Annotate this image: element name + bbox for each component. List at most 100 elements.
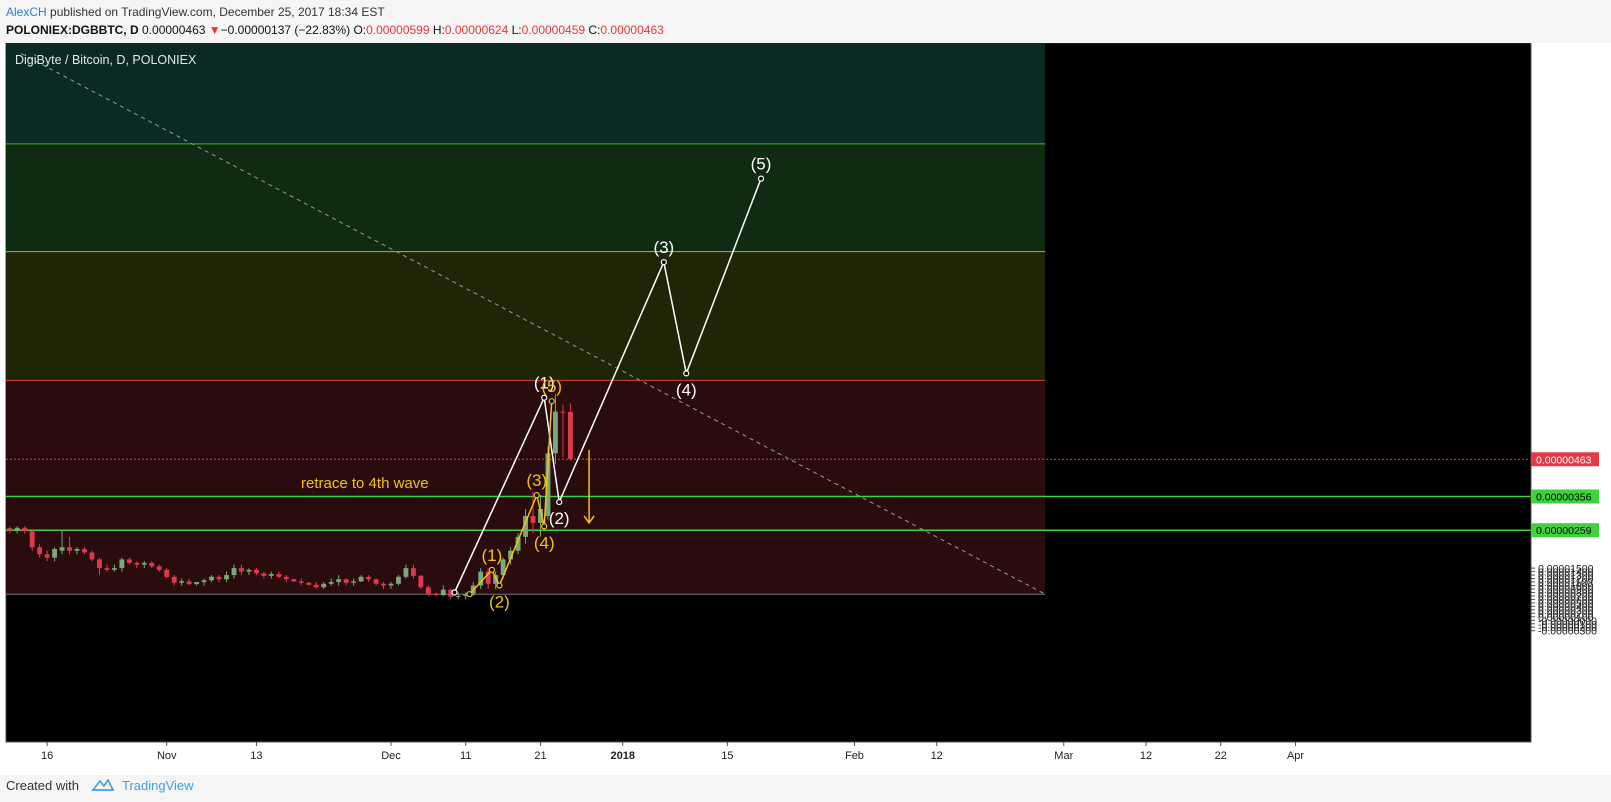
candle-body [82, 548, 87, 553]
white-wave-label: (5) [751, 155, 772, 174]
candle-body [283, 576, 289, 580]
arrow-head-icon [583, 515, 595, 525]
candle-body [224, 575, 229, 580]
x-axis[interactable]: 16 Nov 13 Dec 11 21 2018 15 Feb 12 Mar 12 22 Apr [41, 742, 1304, 762]
price-labels-layer: 0.00000463 0.00000356 0.00000259 [1531, 452, 1599, 538]
author-link[interactable]: AlexCH [6, 5, 47, 19]
price-label-1: 0.00000356 [1536, 491, 1592, 503]
price-label-2: 0.00000259 [1536, 525, 1592, 537]
y-tick-label: 0.00000500 [1538, 598, 1594, 610]
candle-body [523, 515, 528, 537]
y-axis[interactable]: 0.000015000.000014000.000013000.00001200… [1531, 563, 1597, 638]
candle-body [209, 576, 215, 581]
y-tick-label: 0.00000900 [1538, 584, 1594, 596]
candle-body [373, 579, 379, 584]
candle-body [44, 554, 50, 558]
tradingview-link[interactable]: TradingView [122, 778, 194, 793]
candle-body [508, 550, 514, 560]
chart-svg[interactable]: (1)(2)(3)(4)(5)(1)(2)(3)(4)(5) retrace t… [0, 42, 1611, 775]
published-text: published on TradingView.com, December 2… [50, 5, 385, 19]
y-tick-label: 0.00000400 [1538, 601, 1594, 613]
last-price: 0.00000463 [142, 23, 206, 37]
zones-layer [6, 43, 1046, 595]
candle-body [493, 575, 499, 584]
waves-layer: (1)(2)(3)(4)(5)(1)(2)(3)(4)(5) [451, 155, 772, 612]
chart-area[interactable]: (1) (2) (3) (4) (5) (1) (2) (3) (4) (5) retrace t… [0, 42, 1611, 775]
yellow-wave-label: (1) [482, 546, 503, 565]
candle-body [463, 594, 469, 596]
close-value: 0.00000463 [600, 23, 664, 37]
candles-layer [7, 394, 573, 600]
high-value: 0.00000624 [444, 23, 509, 37]
candle-body [433, 594, 439, 596]
y-tick-label: 0.00000300 [1538, 605, 1594, 617]
candle-body [141, 562, 147, 565]
white-wave-path [453, 178, 762, 593]
yellow-wave-node [541, 523, 548, 530]
candle-body [37, 547, 43, 555]
y-tick-label: 0.00001400 [1538, 567, 1594, 579]
chart-title: DigiByte / Bitcoin, D, POLONIEX [15, 53, 197, 67]
candle-body [440, 589, 446, 596]
x-tick-label: 2018 [610, 750, 634, 762]
candle-body [239, 568, 244, 572]
annotation-text: retrace to 4th wave [301, 475, 429, 492]
x-tick-label: Mar [1054, 750, 1073, 762]
candle-body [448, 589, 454, 597]
y-tick-label: 0.00001100 [1538, 577, 1593, 589]
yellow-wave-node [466, 591, 473, 598]
y-tick-label: 0.00000200 [1538, 608, 1594, 620]
x-tick-label: Feb [845, 750, 864, 762]
yellow-wave-path [468, 401, 553, 595]
candle-body [336, 579, 342, 583]
candle-body [530, 515, 536, 523]
x-tick-label: 13 [250, 750, 262, 762]
x-tick-label: Dec [381, 750, 401, 762]
candle-body [74, 548, 80, 551]
x-tick-label: 15 [721, 750, 733, 762]
y-tick-label: 0.00001200 [1538, 574, 1594, 586]
candle-body [246, 569, 252, 572]
yellow-wave-node [548, 398, 555, 405]
white-wave-node [556, 498, 563, 506]
y-tick-label: 0.00000800 [1538, 587, 1594, 599]
y-tick-label: 0.00001000 [1538, 581, 1594, 593]
candle-body [343, 579, 349, 583]
yellow-wave-label: (2) [489, 593, 510, 612]
candle-body [119, 559, 125, 569]
candle-body [366, 576, 371, 580]
price-label-bg-2 [1531, 523, 1599, 538]
price-label-bg-0 [1531, 452, 1599, 467]
candle-body [104, 568, 110, 570]
candle-body [306, 582, 312, 585]
y-tick-label: -0.00000200 [1538, 622, 1597, 634]
candle-body [328, 582, 334, 584]
low-value: 0.00000459 [521, 23, 586, 37]
candle-body [67, 547, 72, 551]
white-wave-node [541, 394, 548, 401]
candle-body [156, 566, 162, 570]
candle-body [22, 527, 28, 532]
yellow-wave-label: (3) [526, 471, 547, 490]
candle-body [553, 411, 558, 454]
candle-body [126, 559, 132, 563]
candle-body [425, 587, 431, 595]
white-wave-node [660, 258, 667, 266]
open-label: O: [353, 23, 367, 37]
candle-body [216, 576, 222, 580]
y-tick-label: 0.00001500 [1538, 563, 1594, 575]
x-tick-label: 21 [534, 750, 546, 762]
candle-body [538, 509, 543, 523]
candle-body [358, 576, 364, 582]
y-tick-label: 0.00000600 [1538, 594, 1594, 606]
price-lines-layer [6, 458, 1531, 531]
candle-body [545, 453, 551, 516]
price-label-0: 0.00000463 [1536, 454, 1592, 466]
candle-body [171, 576, 177, 583]
candle-body [97, 559, 102, 569]
high-label: H: [432, 23, 445, 37]
x-tick-label: Nov [157, 750, 177, 762]
candle-body [194, 582, 200, 585]
candle-body [52, 548, 58, 558]
candle-body [500, 559, 506, 576]
